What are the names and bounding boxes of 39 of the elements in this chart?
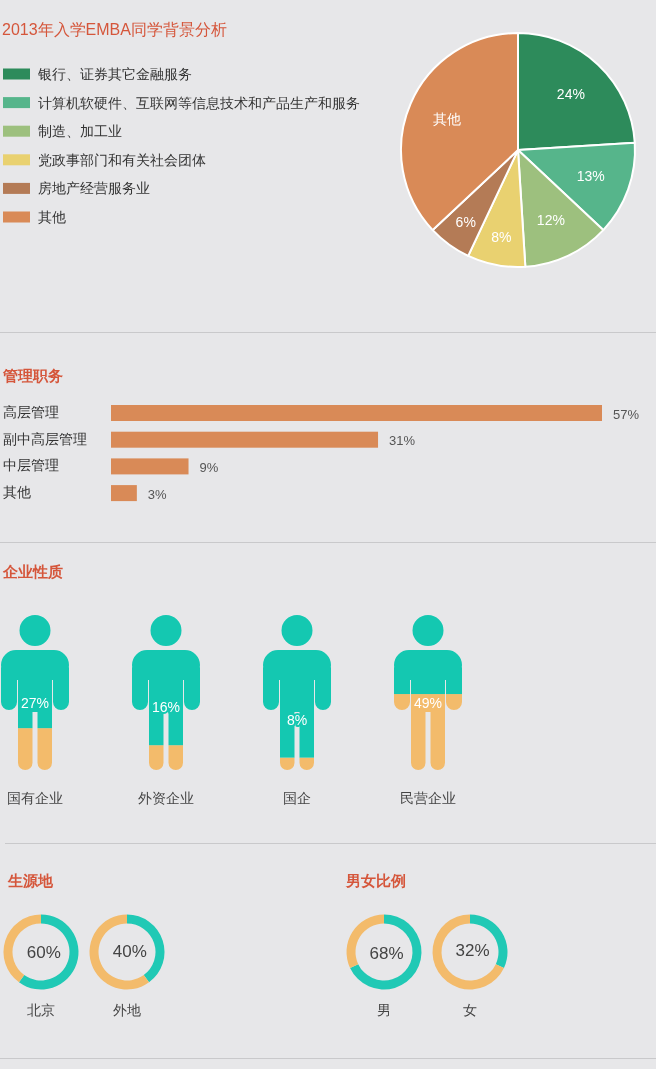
x-tick-label: 国企: [283, 790, 311, 806]
x-tick-label: 外资企业: [138, 790, 194, 806]
data-label: 24%: [556, 85, 585, 102]
data-label: 40%: [112, 941, 147, 961]
y-tick-label: 中层管理: [3, 457, 59, 474]
legend-label: 制造、加工业: [38, 123, 122, 140]
data-label: 49%: [413, 695, 443, 711]
text: 男: [377, 1002, 391, 1018]
y-tick-label: 高层管理: [3, 404, 59, 420]
data-label: 68%: [369, 944, 404, 964]
data-label: 6%: [455, 213, 476, 230]
data-label: 60%: [26, 943, 61, 963]
chart-title: 男女比例: [345, 872, 406, 889]
legend-label: 银行、证券其它金融服务: [37, 66, 192, 82]
x-tick-label: 民营企业: [400, 790, 456, 806]
chart-title: 2013年入学EMBA同学背景分析: [2, 21, 227, 38]
data-label: 32%: [455, 940, 490, 960]
data-label: 27%: [20, 695, 50, 711]
data-label: 12%: [536, 211, 565, 228]
data-label: 31%: [389, 433, 416, 449]
data-label: 13%: [576, 168, 605, 185]
data-label: 16%: [151, 699, 181, 716]
data-label: 3%: [147, 486, 168, 502]
text: 女: [463, 1002, 477, 1018]
text: 北京: [27, 1002, 55, 1018]
y-tick-label: 副中高层管理: [3, 430, 87, 447]
data-label: 9%: [199, 459, 219, 475]
chart-title: 企业性质: [2, 563, 63, 580]
text: 外地: [113, 1002, 141, 1018]
legend-label: 计算机软硬件、互联网等信息技术和产品生产和服务: [38, 94, 360, 111]
chart-title: 生源地: [7, 872, 54, 889]
y-tick-label: 其他: [3, 484, 31, 501]
data-label: 8%: [491, 229, 512, 246]
x-tick-label: 国有企业: [7, 790, 63, 806]
legend-label: 党政事部门和有关社会团体: [38, 151, 206, 168]
legend-label: 房地产经营服务业: [38, 180, 150, 197]
data-label: 其他: [433, 111, 462, 128]
chart-title: 管理职务: [2, 367, 63, 384]
data-label: 57%: [613, 406, 640, 422]
